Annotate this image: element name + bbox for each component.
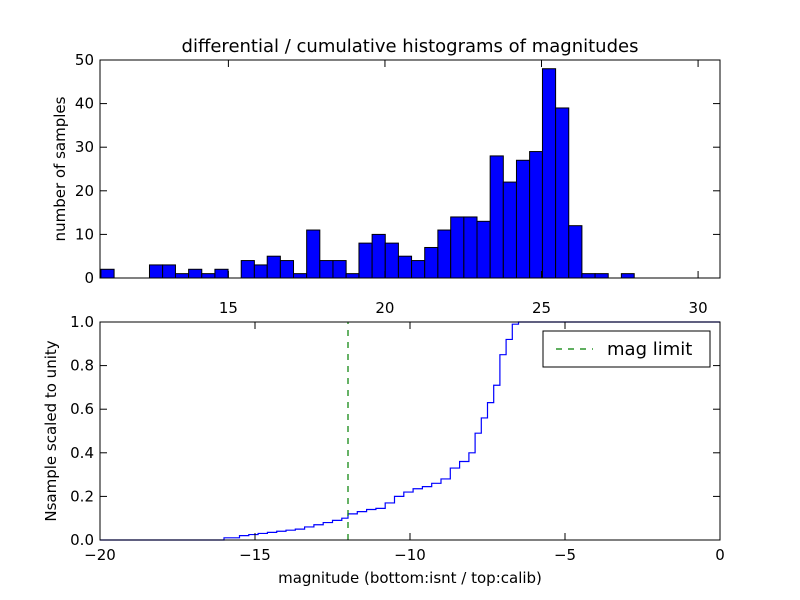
histogram-bar	[424, 246, 439, 279]
bottom-y-tick-label: 0.6	[70, 400, 94, 418]
bottom-y-tick-label: 1.0	[70, 313, 94, 331]
bottom-x-tick-label: −20	[84, 546, 116, 564]
histogram-bar	[437, 229, 452, 279]
bottom-y-tick-label: 0.8	[70, 357, 94, 375]
histogram-bar	[384, 242, 399, 279]
histogram-bar	[214, 268, 229, 279]
histogram-bar	[201, 273, 216, 279]
histogram-bar	[319, 260, 334, 279]
histogram-bar	[148, 264, 164, 279]
histogram-bar	[279, 260, 295, 279]
bottom-x-tick-label: −15	[239, 546, 271, 564]
legend-label-mag-limit: mag limit	[607, 339, 692, 360]
histogram-bar	[581, 273, 596, 279]
histogram-bar	[174, 273, 190, 279]
legend: mag limit	[542, 330, 711, 368]
bottom-cumulative-panel: magnitude (bottom:isnt / top:calib) Nsam…	[42, 313, 725, 587]
histogram-bar	[240, 260, 255, 279]
top-y-tick-label: 0	[84, 269, 94, 287]
histogram-bar	[411, 260, 426, 279]
top-x-tick-label: 25	[532, 299, 551, 317]
histogram-bar	[594, 273, 609, 279]
histogram-bar	[162, 264, 176, 279]
top-plot-area: 0 10 20 30 40 50 15 20 25 30	[75, 51, 721, 317]
bottom-y-tick-label: 0.0	[70, 531, 94, 549]
top-x-tick-label: 30	[689, 299, 708, 317]
histogram-bar	[555, 107, 570, 279]
histogram-bar	[476, 220, 491, 279]
histogram-bar	[266, 255, 281, 279]
top-x-tick-label: 20	[375, 299, 394, 317]
top-x-tick-label: 15	[219, 299, 238, 317]
histogram-bar	[306, 229, 321, 279]
histogram-bar	[568, 225, 583, 279]
bottom-x-tick-label: 0	[715, 546, 725, 564]
bottom-x-axis-label: magnitude (bottom:isnt / top:calib)	[278, 569, 542, 587]
bottom-x-tick-label: −10	[394, 546, 426, 564]
histogram-bar	[450, 216, 465, 279]
bottom-x-tick-label: −5	[554, 546, 576, 564]
histogram-bar	[345, 273, 360, 279]
top-y-tick-label: 30	[75, 138, 94, 156]
histogram-bar	[502, 181, 517, 279]
histogram-bar	[529, 151, 543, 279]
top-y-axis-label: number of samples	[51, 96, 69, 241]
top-y-tick-label: 40	[75, 95, 94, 113]
histogram-bar	[620, 273, 635, 279]
histogram-bar	[358, 242, 373, 279]
histogram-bar	[188, 268, 203, 279]
histogram-bar	[371, 233, 386, 279]
top-y-tick-label: 20	[75, 182, 94, 200]
cumulative-step-line	[100, 321, 720, 541]
histogram-bar	[489, 155, 504, 279]
histogram-bar	[100, 268, 115, 279]
bottom-y-tick-label: 0.2	[70, 487, 94, 505]
top-y-tick-label: 10	[75, 225, 94, 243]
bottom-y-tick-label: 0.4	[70, 444, 94, 462]
histogram-bar	[515, 159, 531, 279]
top-histogram-panel: differential / cumulative histograms of …	[51, 36, 721, 317]
histogram-bar	[463, 216, 478, 279]
histogram-bar	[541, 68, 557, 279]
chart-title: differential / cumulative histograms of …	[182, 36, 639, 57]
histogram-bar	[253, 264, 268, 279]
histogram-bar	[332, 260, 347, 279]
bottom-plot-area: 0.0 0.2 0.4 0.6 0.8 1.0 −20 −15 −10 −5 0	[70, 313, 725, 564]
histogram-bar	[293, 273, 308, 279]
histogram-bar	[397, 255, 413, 279]
bottom-y-axis-label: Nsample scaled to unity	[42, 340, 60, 521]
top-y-tick-label: 50	[75, 51, 94, 69]
top-plot-frame	[99, 59, 721, 279]
